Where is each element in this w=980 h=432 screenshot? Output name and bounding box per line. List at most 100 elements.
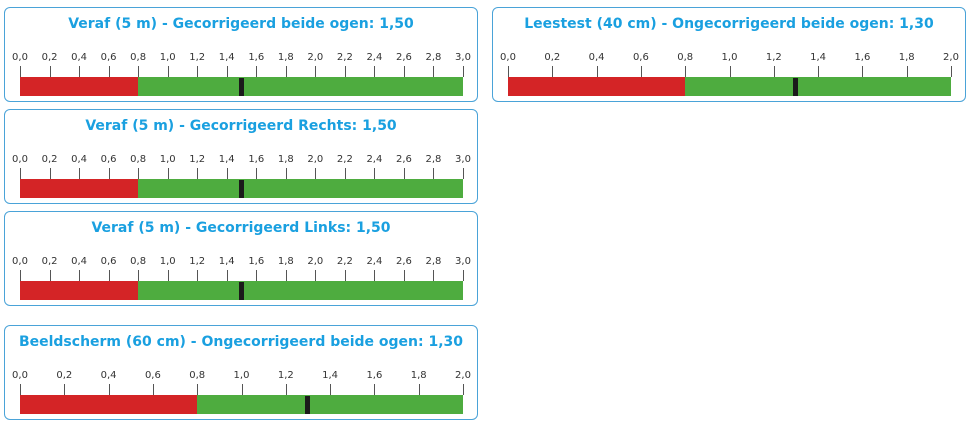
- card-title: Leestest (40 cm) - Ongecorrigeerd beide …: [524, 16, 934, 32]
- tick-label: 1,4: [810, 52, 827, 63]
- tick-mark: [49, 168, 51, 179]
- tick-mark: [167, 168, 169, 179]
- tick-mark: [418, 384, 420, 395]
- tick-label: 0,2: [41, 256, 58, 267]
- tick-label: 1,8: [277, 154, 294, 165]
- tick-mark: [226, 168, 228, 179]
- tick-label: 3,0: [455, 154, 471, 165]
- insufficient-zone-bar: [20, 281, 139, 300]
- tick-label: 1,8: [277, 256, 294, 267]
- tick-label: 1,2: [189, 256, 206, 267]
- tick-mark: [108, 66, 110, 77]
- acuity-value-marker: [239, 180, 244, 198]
- tick-label: 0,6: [632, 52, 649, 63]
- tick-mark: [685, 66, 687, 77]
- tick-mark: [138, 270, 140, 281]
- card-title: Beeldscherm (60 cm) - Ongecorrigeerd bei…: [18, 334, 464, 350]
- tick-label: 0,4: [71, 154, 88, 165]
- visual-acuity-card-reading: Leestest (40 cm) - Ongecorrigeerd beide …: [492, 7, 966, 102]
- sufficient-zone-bar: [138, 77, 463, 96]
- tick-mark: [108, 168, 110, 179]
- acuity-value-marker: [305, 396, 311, 414]
- tick-mark: [285, 66, 287, 77]
- tick-mark: [285, 168, 287, 179]
- acuity-scale: 0,0 0,2 0,4 0,6 0,8 1,0 1,2 1,4 1,6 1,8 2,0 2,2 2,4 2…: [5, 110, 477, 203]
- tick-label: 1,6: [248, 154, 265, 165]
- tick-label: 1,2: [277, 370, 294, 381]
- tick-mark: [241, 384, 243, 395]
- tick-label: 2,0: [307, 52, 324, 63]
- tick-mark: [79, 66, 81, 77]
- tick-label: 1,0: [159, 154, 176, 165]
- tick-label: 0,8: [677, 52, 694, 63]
- tick-mark: [315, 66, 317, 77]
- tick-mark: [49, 66, 51, 77]
- tick-label: 2,6: [395, 52, 412, 63]
- tick-label: 2,8: [425, 154, 442, 165]
- insufficient-zone-bar: [508, 77, 686, 96]
- tick-label: 2,0: [307, 154, 324, 165]
- tick-label: 1,2: [189, 52, 206, 63]
- tick-mark: [256, 66, 258, 77]
- acuity-scale: 0,0 0,2 0,4 0,6 0,8 1,0 1,2 1,4 1,6 1,8 2,0 2,2 2,4 2…: [5, 212, 477, 305]
- card-title: Veraf (5 m) - Gecorrigeerd Rechts: 1,50: [85, 118, 397, 134]
- tick-label: 0,4: [71, 52, 88, 63]
- tick-mark: [64, 384, 66, 395]
- tick-mark: [508, 66, 509, 77]
- card-title: Veraf (5 m) - Gecorrigeerd beide ogen: 1…: [68, 16, 414, 32]
- sufficient-zone-bar: [138, 179, 463, 198]
- tick-mark: [403, 66, 405, 77]
- tick-label: 0,6: [100, 256, 117, 267]
- tick-mark: [729, 66, 731, 77]
- tick-label: 0,8: [130, 52, 147, 63]
- visual-acuity-card-far-right: Veraf (5 m) - Gecorrigeerd Rechts: 1,50 …: [4, 109, 478, 204]
- tick-label: 1,8: [898, 52, 915, 63]
- tick-mark: [226, 270, 228, 281]
- tick-label: 1,8: [410, 370, 427, 381]
- tick-label: 2,6: [395, 256, 412, 267]
- tick-label: 2,4: [366, 154, 383, 165]
- tick-mark: [330, 384, 332, 395]
- tick-label: 1,6: [248, 52, 265, 63]
- tick-mark: [433, 168, 435, 179]
- tick-label: 1,2: [765, 52, 782, 63]
- sufficient-zone-bar: [685, 77, 951, 96]
- tick-mark: [285, 270, 287, 281]
- tick-label: 1,6: [248, 256, 265, 267]
- tick-mark: [862, 66, 864, 77]
- tick-label: 1,6: [366, 370, 383, 381]
- tick-mark: [20, 66, 21, 77]
- tick-mark: [433, 270, 435, 281]
- tick-label: 1,4: [218, 52, 235, 63]
- tick-label: 0,4: [588, 52, 605, 63]
- insufficient-zone-bar: [20, 77, 139, 96]
- tick-mark: [344, 270, 346, 281]
- tick-mark: [906, 66, 908, 77]
- tick-label: 2,2: [336, 154, 353, 165]
- tick-label: 1,8: [277, 52, 294, 63]
- sufficient-zone-bar: [197, 395, 463, 414]
- tick-mark: [20, 168, 21, 179]
- tick-mark: [197, 270, 199, 281]
- tick-mark: [226, 66, 228, 77]
- visual-acuity-card-far-left: Veraf (5 m) - Gecorrigeerd Links: 1,50 0…: [4, 211, 478, 306]
- tick-mark: [20, 384, 21, 395]
- tick-mark: [79, 168, 81, 179]
- tick-label: 1,0: [233, 370, 250, 381]
- tick-label: 2,0: [307, 256, 324, 267]
- acuity-value-marker: [793, 78, 799, 96]
- tick-label: 2,8: [425, 52, 442, 63]
- visual-acuity-card-far-both: Veraf (5 m) - Gecorrigeerd beide ogen: 1…: [4, 7, 478, 102]
- tick-label: 2,6: [395, 154, 412, 165]
- tick-label: 0,4: [100, 370, 117, 381]
- tick-mark: [463, 270, 464, 281]
- tick-label: 1,4: [218, 256, 235, 267]
- tick-label: 1,0: [159, 52, 176, 63]
- tick-label: 0,6: [100, 154, 117, 165]
- tick-label: 0,8: [130, 256, 147, 267]
- tick-mark: [108, 384, 110, 395]
- acuity-scale: 0,0 0,2 0,4 0,6 0,8 1,0 1,2 1,4 1,6 1,8 2,0: [5, 326, 477, 419]
- tick-label: 1,6: [854, 52, 871, 63]
- tick-mark: [951, 66, 952, 77]
- tick-mark: [374, 270, 376, 281]
